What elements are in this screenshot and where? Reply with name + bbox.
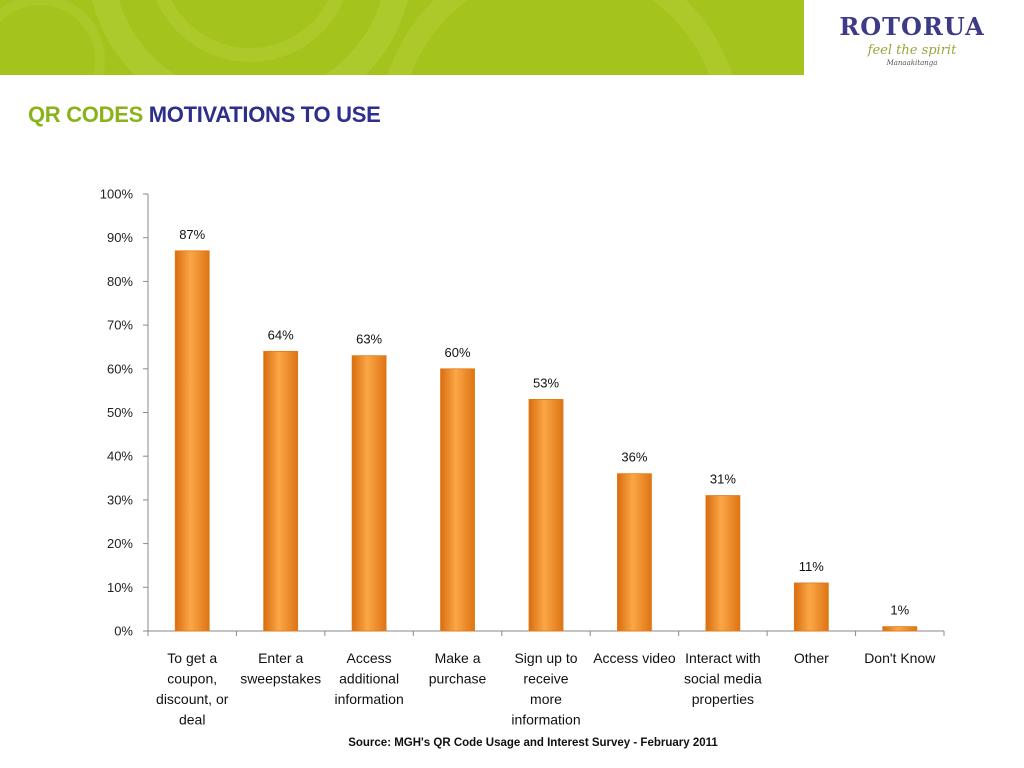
data-label: 1%: [890, 603, 909, 618]
category-label-line: sweepstakes: [240, 671, 321, 687]
bar: [705, 495, 741, 632]
category-label-line: deal: [179, 712, 205, 728]
category-label-line: Access video: [593, 650, 676, 666]
bar: [351, 355, 387, 632]
category-label-line: receive: [523, 671, 568, 687]
data-label: 36%: [621, 450, 647, 465]
category-label-line: social media: [684, 671, 762, 687]
y-tick-label: 100%: [100, 187, 134, 202]
logo-subtext: Manaakitanga: [886, 59, 938, 67]
bar: [528, 398, 564, 632]
slide-title: QR CODES MOTIVATIONS TO USE: [28, 102, 381, 128]
source-note: Source: MGH's QR Code Usage and Interest…: [348, 737, 718, 749]
bars: [174, 250, 918, 632]
y-tick-label: 60%: [107, 361, 133, 376]
category-label-line: Don't Know: [864, 650, 936, 666]
category-label: Sign up to receive more information: [511, 650, 580, 728]
category-label-line: Interact with: [685, 650, 760, 666]
y-tick-label: 20%: [107, 536, 133, 551]
data-labels: 87% 64% 63% 60% 53% 36% 31% 11% 1%: [179, 227, 909, 618]
category-label: Interact with social media properties: [684, 650, 762, 707]
bar: [263, 350, 299, 632]
bar: [793, 582, 829, 632]
data-label: 11%: [799, 559, 824, 574]
category-label-line: coupon,: [167, 671, 217, 687]
y-tick-label: 50%: [107, 405, 133, 420]
category-label-line: properties: [692, 691, 754, 707]
rotorua-logo: ROTORUA feel the spirit Manaakitanga: [812, 10, 1012, 74]
banner-decoration: [0, 0, 733, 75]
y-tick-label: 0%: [114, 624, 133, 639]
title-suffix: MOTIVATIONS TO USE: [148, 102, 381, 127]
bar: [440, 368, 475, 632]
category-label-line: Other: [794, 650, 829, 666]
category-label: Enter a sweepstakes: [240, 650, 321, 687]
bar-chart: 0% 10% 20% 30% 40% 50% 60% 70% 80% 90% 100% 87% 64%…: [100, 187, 945, 728]
x-axis: [147, 630, 945, 636]
category-label: Access additional information: [334, 650, 403, 707]
category-label: Access video: [593, 650, 676, 666]
category-label-line: purchase: [429, 671, 487, 687]
category-label-line: To get a: [167, 650, 217, 666]
bar: [617, 473, 652, 632]
category-label-line: Make a: [435, 650, 481, 666]
category-label-line: information: [511, 712, 580, 728]
category-label: To get a coupon, discount, or deal: [156, 650, 229, 728]
category-label-line: Access: [347, 650, 392, 666]
category-label-line: Sign up to: [514, 650, 577, 666]
logo-wordmark: ROTORUA: [839, 12, 985, 41]
bar: [882, 626, 918, 632]
y-tick-label: 30%: [107, 492, 133, 507]
category-label-line: additional: [339, 671, 399, 687]
category-label-line: Enter a: [258, 650, 303, 666]
y-tick-label: 90%: [107, 230, 133, 245]
category-label: Don't Know: [864, 650, 936, 666]
bar: [174, 250, 210, 632]
y-tick-label: 40%: [107, 449, 133, 464]
data-label: 53%: [533, 375, 559, 390]
data-label: 63%: [356, 332, 382, 347]
data-label: 87%: [179, 227, 205, 242]
category-labels: To get a coupon, discount, or deal Enter a sw…: [156, 650, 936, 728]
y-tick-label: 80%: [107, 274, 133, 289]
category-label-line: discount, or: [156, 691, 229, 707]
title-prefix: QR CODES: [28, 102, 143, 127]
category-label-line: information: [334, 691, 403, 707]
logo-tagline: feel the spirit: [867, 43, 957, 58]
category-label: Make a purchase: [429, 650, 487, 687]
data-label: 60%: [445, 345, 471, 360]
y-tick-label: 70%: [107, 318, 133, 333]
data-label: 64%: [268, 327, 294, 342]
data-label: 31%: [710, 472, 736, 487]
category-label: Other: [794, 650, 829, 666]
y-axis: 0% 10% 20% 30% 40% 50% 60% 70% 80% 90% 100%: [100, 187, 149, 639]
header-banner: [0, 0, 804, 75]
y-tick-label: 10%: [107, 580, 133, 595]
category-label-line: more: [530, 691, 562, 707]
